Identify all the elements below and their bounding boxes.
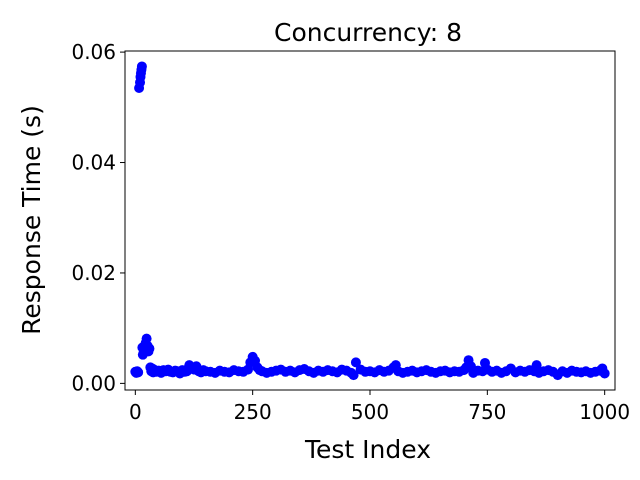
data-point xyxy=(136,61,147,72)
x-tick-label: 750 xyxy=(468,400,506,424)
y-axis-label: Response Time (s) xyxy=(17,105,46,335)
x-tick-label: 1000 xyxy=(579,400,630,424)
data-point xyxy=(599,368,610,379)
y-tick-label: 0.06 xyxy=(71,40,116,64)
y-tick-label: 0.02 xyxy=(71,261,116,285)
x-tick-label: 250 xyxy=(234,400,272,424)
data-point xyxy=(350,357,361,368)
data-point xyxy=(348,370,359,381)
data-point xyxy=(144,343,155,354)
y-tick-label: 0.00 xyxy=(71,371,116,395)
x-tick-label: 500 xyxy=(351,400,389,424)
x-axis-ticks: 0 250 500 750 1000 xyxy=(129,390,630,424)
data-point xyxy=(133,367,144,378)
x-tick-label: 0 xyxy=(129,400,142,424)
chart-title: Concurrency: 8 xyxy=(274,18,462,47)
y-axis-ticks: 0.00 0.02 0.04 0.06 xyxy=(71,40,125,395)
plot-frame xyxy=(124,50,616,391)
data-point xyxy=(531,360,542,371)
y-tick-label: 0.04 xyxy=(71,151,116,175)
x-axis-label: Test Index xyxy=(304,435,431,464)
data-points xyxy=(130,61,610,381)
